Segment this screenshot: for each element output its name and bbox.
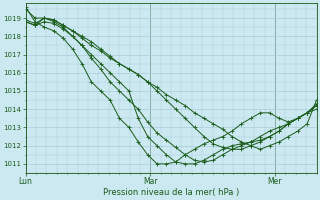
X-axis label: Pression niveau de la mer( hPa ): Pression niveau de la mer( hPa ) <box>103 188 239 197</box>
